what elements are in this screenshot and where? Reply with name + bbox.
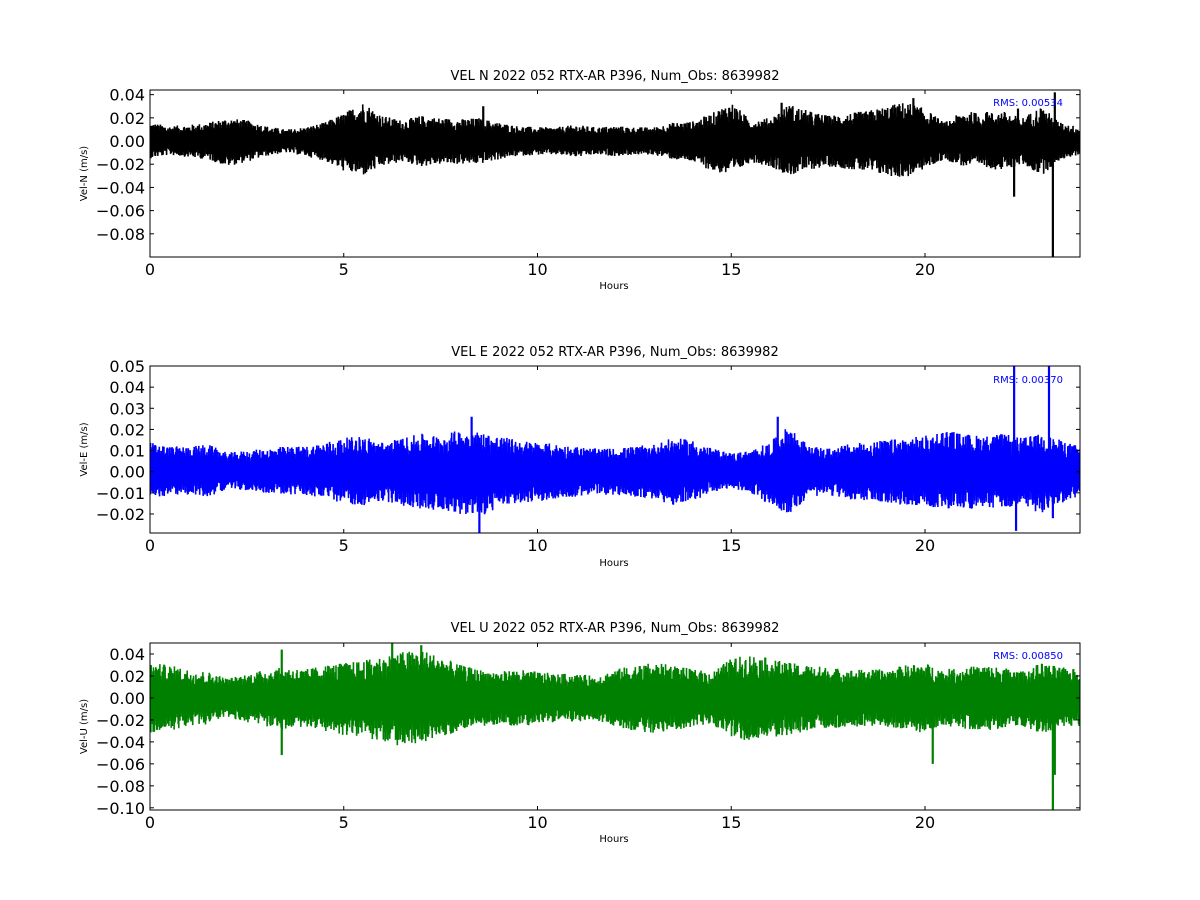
rms-label: RMS: 0.00370 [993, 375, 1063, 386]
y-tick-label: 0.00 [109, 132, 145, 151]
chart-title: VEL N 2022 052 RTX-AR P396, Num_Obs: 863… [451, 69, 780, 84]
x-tick-label: 5 [339, 813, 349, 832]
y-tick-label: 0.02 [109, 420, 145, 439]
y-axis-label: Vel-U (m/s) [79, 699, 90, 754]
x-tick-label: 0 [145, 813, 155, 832]
x-tick-label: 10 [527, 260, 547, 279]
x-tick-label: 15 [721, 260, 741, 279]
y-tick-label: 0.04 [109, 86, 145, 105]
y-tick-label: 0.00 [109, 463, 145, 482]
x-tick-label: 10 [527, 813, 547, 832]
y-tick-label: −0.02 [96, 505, 145, 524]
x-tick-label: 20 [915, 813, 935, 832]
chart-title: VEL E 2022 052 RTX-AR P396, Num_Obs: 863… [451, 345, 778, 360]
rms-label: RMS: 0.00850 [993, 651, 1063, 662]
x-tick-label: 15 [721, 813, 741, 832]
ticks-layer: 0 5 10 15 20 −0.08 −0.06 −0.04 −0.02 0.00 0.02 0.04 [96, 86, 1080, 279]
plot-frame [149, 642, 1081, 811]
y-tick-label: −0.06 [96, 755, 145, 774]
y-tick-label: 0.02 [109, 667, 145, 686]
plot-frame [149, 365, 1081, 534]
y-tick-label: −0.08 [96, 225, 145, 244]
y-tick-label: 0.04 [109, 645, 145, 664]
x-tick-label: 0 [145, 536, 155, 555]
ticks-layer: 0 5 10 15 20 −0.10 −0.08 −0.06 −0.04 −0.02 0.00 0.0… [96, 643, 1080, 832]
x-tick-label: 20 [915, 260, 935, 279]
y-tick-label: −0.04 [96, 733, 145, 752]
subplot-east: VEL E 2022 052 RTX-AR P396, Num_Obs: 863… [79, 345, 1081, 569]
subplot-north: VEL N 2022 052 RTX-AR P396, Num_Obs: 863… [79, 69, 1081, 292]
y-tick-label: −0.02 [96, 711, 145, 730]
plot-frame [149, 89, 1081, 258]
x-tick-label: 20 [915, 536, 935, 555]
x-tick-label: 0 [145, 260, 155, 279]
x-tick-label: 5 [339, 260, 349, 279]
y-axis-label: Vel-E (m/s) [79, 422, 90, 476]
x-axis-label: Hours [599, 281, 628, 292]
chart-title: VEL U 2022 052 RTX-AR P396, Num_Obs: 863… [451, 621, 780, 636]
series-layer [150, 643, 1080, 810]
series-line [150, 651, 1080, 746]
y-tick-label: −0.02 [96, 155, 145, 174]
x-axis-label: Hours [599, 558, 628, 569]
series-line [150, 103, 1080, 177]
y-tick-label: −0.04 [96, 178, 145, 197]
y-tick-label: 0.01 [109, 442, 145, 461]
x-tick-label: 10 [527, 536, 547, 555]
x-tick-label: 5 [339, 536, 349, 555]
subplot-up: VEL U 2022 052 RTX-AR P396, Num_Obs: 863… [79, 621, 1081, 845]
series-layer [150, 92, 1080, 257]
y-axis-label: Vel-N (m/s) [79, 146, 90, 201]
y-tick-label: 0.05 [109, 357, 145, 376]
y-tick-label: −0.10 [96, 799, 145, 818]
series-layer [150, 366, 1080, 533]
y-tick-label: −0.08 [96, 777, 145, 796]
x-axis-label: Hours [599, 834, 628, 845]
series-line [150, 429, 1080, 515]
y-tick-label: −0.06 [96, 202, 145, 221]
rms-label: RMS: 0.00534 [993, 98, 1063, 109]
y-tick-label: 0.02 [109, 109, 145, 128]
ticks-layer: 0 5 10 15 20 −0.02 −0.01 0.00 0.01 0.02 0.03 0.04 0.… [96, 357, 1080, 555]
y-tick-label: 0.03 [109, 399, 145, 418]
y-tick-label: 0.04 [109, 378, 145, 397]
y-tick-label: 0.00 [109, 689, 145, 708]
y-tick-label: −0.01 [96, 484, 145, 503]
x-tick-label: 15 [721, 536, 741, 555]
